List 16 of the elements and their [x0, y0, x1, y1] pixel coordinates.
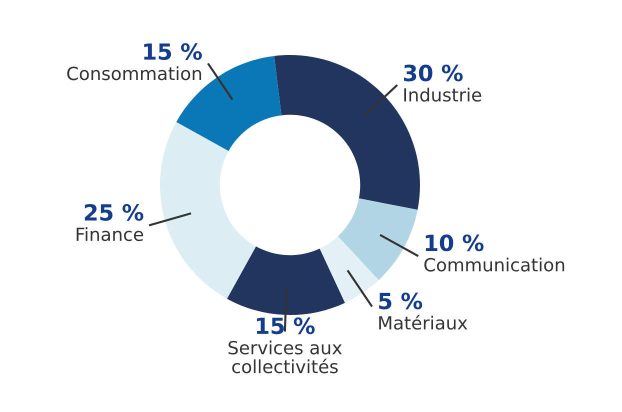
- slice-label: Matériaux: [379, 314, 468, 330]
- slice-label: Industrie: [404, 88, 482, 102]
- data-label: 15 %: [144, 43, 202, 60]
- donut-slice: [320, 236, 379, 303]
- data-label: 30 %: [404, 64, 463, 82]
- donut-slice: [226, 246, 345, 315]
- donut-slice: [160, 122, 256, 299]
- data-label: 5 %: [379, 292, 422, 310]
- slice-label: Services aux collectivités: [228, 340, 342, 374]
- slice-label: Finance: [76, 227, 144, 242]
- slice-label: Communication: [424, 258, 564, 272]
- data-label: 15 %: [256, 317, 315, 334]
- data-label: 10 %: [426, 234, 484, 252]
- slice-label: Consommation: [67, 66, 202, 80]
- data-label: 25 %: [84, 204, 144, 221]
- donut-slice: [338, 198, 418, 280]
